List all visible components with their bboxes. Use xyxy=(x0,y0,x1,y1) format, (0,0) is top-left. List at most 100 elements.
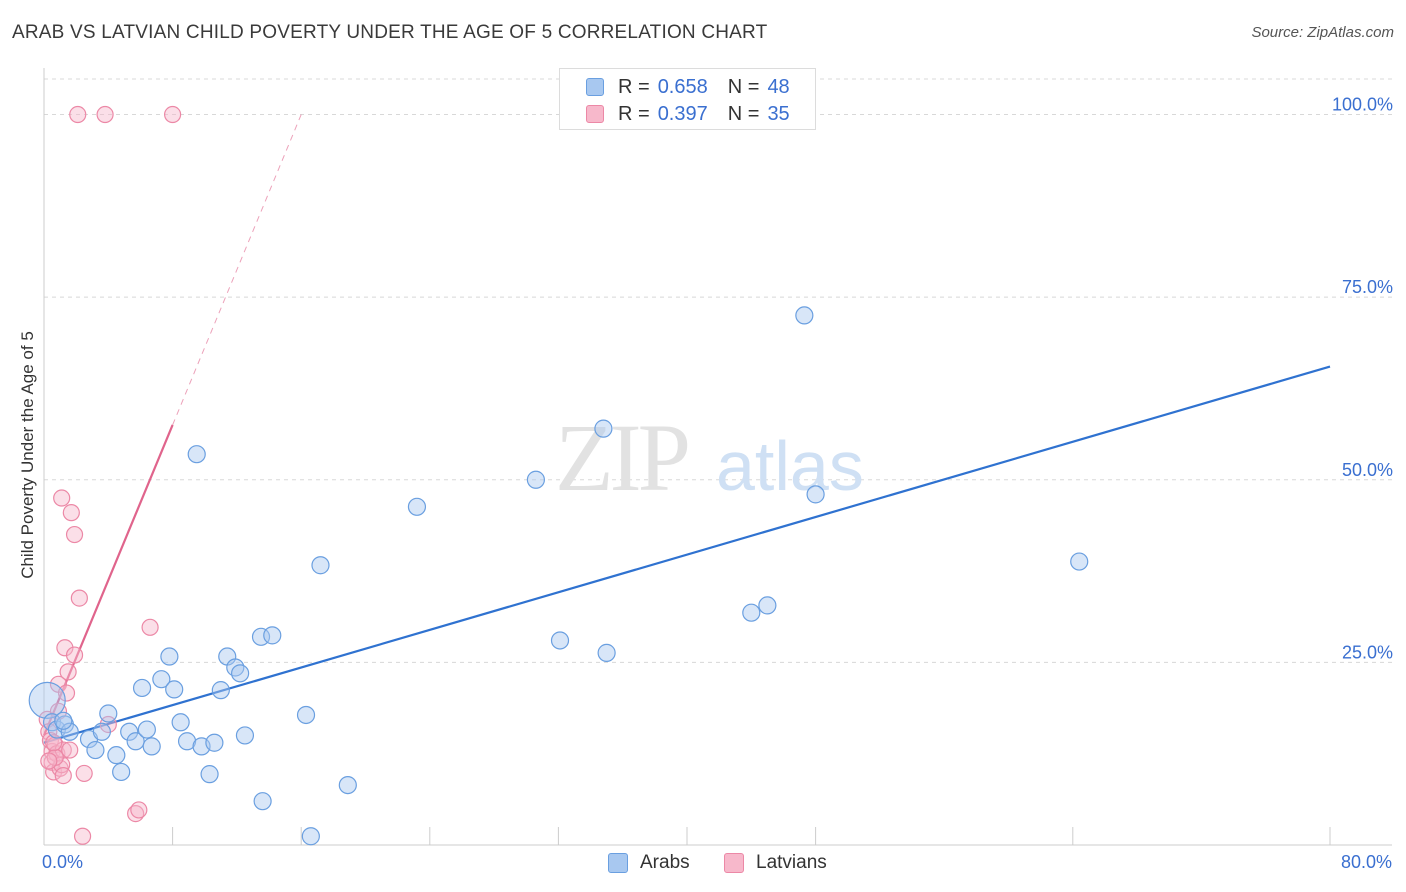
y-tick-label: 25.0% xyxy=(1342,642,1393,662)
latvian-point xyxy=(59,663,77,681)
n-label: N = xyxy=(727,102,760,125)
latvian-point xyxy=(69,105,87,124)
arabs-swatch xyxy=(586,78,604,96)
arab-point xyxy=(550,631,570,650)
arab-point xyxy=(107,746,126,765)
legend-row-arabs: R = 0.658 N = 48 xyxy=(586,75,790,99)
latvian-point xyxy=(96,105,114,124)
r-value: 0.658 xyxy=(657,75,708,98)
arabs-points xyxy=(28,306,1089,846)
latvian-point xyxy=(54,767,72,785)
arab-point xyxy=(806,485,825,504)
latvian-point xyxy=(62,504,80,522)
n-value: 48 xyxy=(767,75,790,98)
n-label: N = xyxy=(727,75,760,98)
arab-point xyxy=(231,664,250,683)
arab-point xyxy=(120,722,139,741)
arab-point xyxy=(165,680,184,699)
x-tick-max: 80.0% xyxy=(1340,852,1392,872)
arab-point xyxy=(137,720,156,739)
r-label: R = xyxy=(618,75,650,98)
legend-item-arabs[interactable]: Arabs xyxy=(608,852,690,874)
x-tick-min: 0.0% xyxy=(42,852,84,872)
arab-point xyxy=(60,722,79,741)
arab-point xyxy=(200,765,219,784)
y-tick-labels: 25.0% 50.0% 75.0% 100.0% xyxy=(1332,95,1393,663)
y-tick-label: 75.0% xyxy=(1342,277,1393,297)
arab-point xyxy=(263,626,282,645)
latvian-point xyxy=(164,105,182,124)
watermark-atlas: atlas xyxy=(716,427,864,505)
legend-row-latvians: R = 0.397 N = 35 xyxy=(586,102,790,126)
latvian-point xyxy=(53,489,71,507)
arab-point xyxy=(338,776,357,795)
latvian-point xyxy=(61,741,79,759)
arab-point xyxy=(112,762,131,782)
arab-point xyxy=(177,732,197,751)
arab-point xyxy=(54,711,73,730)
legend-label-latvians: Latvians xyxy=(756,852,827,873)
arab-point xyxy=(226,658,245,677)
arabs-trend-line xyxy=(43,365,1331,744)
arab-point xyxy=(597,643,616,662)
series-legend: Arabs Latvians xyxy=(0,852,1406,876)
arab-point xyxy=(160,647,179,666)
arab-point xyxy=(253,792,272,811)
chart-title: ARAB VS LATVIAN CHILD POVERTY UNDER THE … xyxy=(12,22,768,43)
arab-point xyxy=(795,306,814,325)
axes xyxy=(43,68,1392,846)
latvians-swatch xyxy=(586,105,604,123)
latvians-points xyxy=(38,105,182,845)
latvian-point xyxy=(70,589,88,607)
arab-point xyxy=(205,733,224,752)
arab-point xyxy=(132,678,152,698)
latvians-trend-extension xyxy=(172,114,302,426)
y-axis-label: Child Poverty Under the Age of 5 xyxy=(18,331,37,579)
arab-point xyxy=(742,603,761,622)
latvian-point xyxy=(45,734,63,752)
latvian-point xyxy=(73,827,92,845)
arab-point xyxy=(86,740,105,760)
y-tick-label: 50.0% xyxy=(1342,460,1393,480)
legend-label-arabs: Arabs xyxy=(640,852,690,873)
arab-point xyxy=(758,596,777,615)
latvians-swatch xyxy=(724,853,744,873)
latvian-point xyxy=(141,618,159,636)
arab-point xyxy=(28,681,66,719)
r-value: 0.397 xyxy=(657,102,708,125)
latvians-trend-line xyxy=(42,424,174,736)
r-label: R = xyxy=(618,102,650,125)
correlation-legend: R = 0.658 N = 48 R = 0.397 N = 35 xyxy=(559,68,816,130)
legend-item-latvians[interactable]: Latvians xyxy=(724,852,827,874)
source-label: Source: ZipAtlas.com xyxy=(1251,24,1394,41)
arab-point xyxy=(407,497,427,516)
watermark: ZIP atlas xyxy=(555,404,864,511)
arab-point xyxy=(99,704,118,723)
latvian-point xyxy=(75,764,93,783)
arab-point xyxy=(311,556,330,575)
arab-point xyxy=(171,713,190,732)
arab-point xyxy=(235,726,255,745)
arab-point xyxy=(142,737,161,756)
arab-point xyxy=(187,445,206,464)
arab-point xyxy=(211,681,230,700)
latvian-point xyxy=(57,684,76,702)
arab-point xyxy=(1070,552,1089,571)
arab-point xyxy=(126,732,145,751)
arab-point xyxy=(301,827,320,846)
latvian-point xyxy=(40,752,58,770)
latvian-point xyxy=(65,525,84,544)
arabs-swatch xyxy=(608,853,628,873)
latvian-point xyxy=(65,646,84,664)
y-tick-label: 100.0% xyxy=(1332,95,1393,115)
arab-point xyxy=(152,670,171,689)
arab-point xyxy=(92,722,111,741)
arab-point xyxy=(526,470,545,489)
watermark-zip: ZIP xyxy=(555,404,688,511)
grid-lines xyxy=(44,78,1392,663)
arab-point xyxy=(594,419,613,438)
arab-point xyxy=(296,705,316,725)
latvian-point xyxy=(130,801,148,819)
trend-lines xyxy=(42,114,1331,744)
